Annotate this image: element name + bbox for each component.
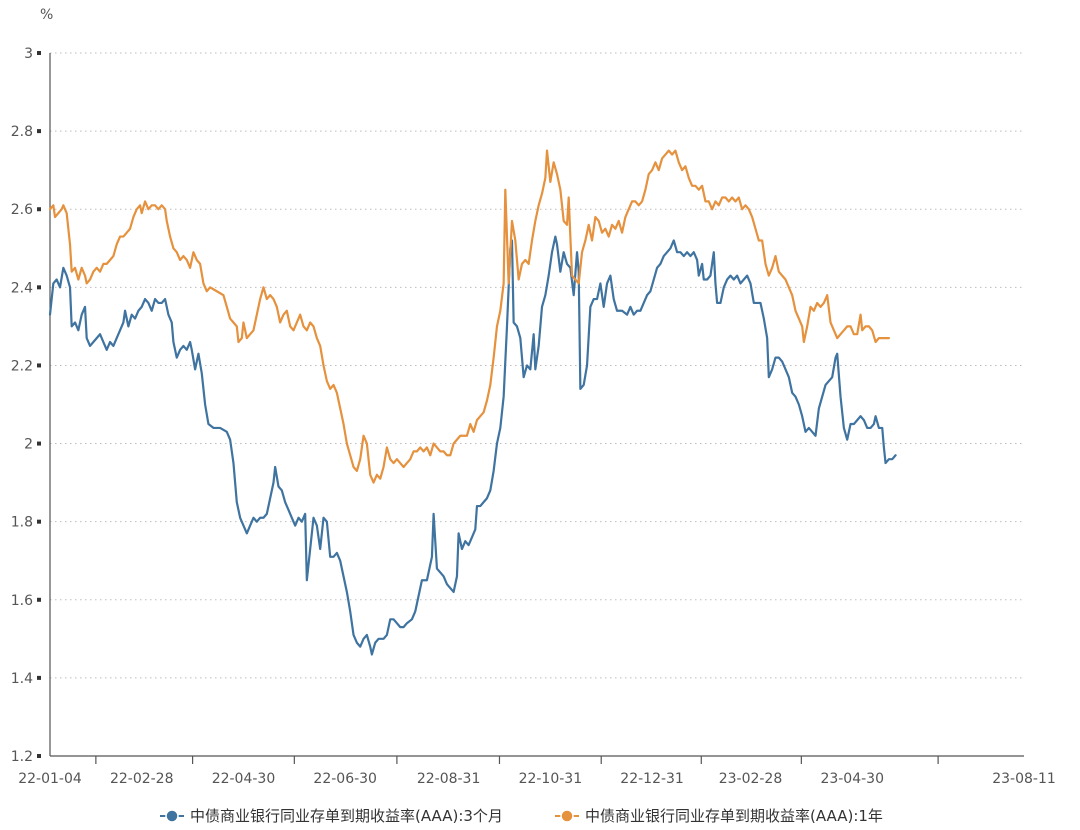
x-tick-label: 22-06-30 xyxy=(313,771,377,787)
y-tick-mark xyxy=(37,754,41,758)
x-tick-label: 22-08-31 xyxy=(417,771,481,787)
legend-marker xyxy=(560,809,574,823)
y-tick-label: 2.2 xyxy=(11,358,33,374)
y-tick-label: 1.2 xyxy=(11,749,33,765)
legend[interactable]: 中债商业银行同业存单到期收益率(AAA):3个月 中债商业银行同业存单到期收益率(… xyxy=(160,807,883,825)
y-tick-label: 2.8 xyxy=(11,124,33,140)
x-tick-label: 22-04-30 xyxy=(212,771,276,787)
y-tick-mark xyxy=(37,129,41,134)
y-tick-label: 1.4 xyxy=(11,671,33,687)
y-tick-mark xyxy=(37,597,41,602)
x-tick-label: 22-01-04 xyxy=(18,771,82,787)
x-tick-label: 22-10-31 xyxy=(519,771,583,787)
x-tick-label: 22-02-28 xyxy=(110,771,174,787)
y-axis-unit-label: % xyxy=(40,7,53,23)
series-line-1y[interactable] xyxy=(48,149,891,484)
legend-label: 中债商业银行同业存单到期收益率(AAA):1年 xyxy=(585,807,883,825)
legend-label: 中债商业银行同业存单到期收益率(AAA):3个月 xyxy=(190,807,503,825)
x-tick-label: 23-04-30 xyxy=(820,771,884,787)
y-tick-label: 2 xyxy=(24,437,33,453)
y-tick-label: 2.6 xyxy=(11,202,33,218)
y-tick-mark xyxy=(37,441,41,446)
legend-item-3m[interactable]: 中债商业银行同业存单到期收益率(AAA):3个月 xyxy=(160,807,503,825)
legend-marker xyxy=(165,809,179,823)
y-tick-label: 1.6 xyxy=(11,593,33,609)
x-tick-label: 23-02-28 xyxy=(719,771,783,787)
y-tick-mark xyxy=(37,207,41,212)
legend-item-1y[interactable]: 中债商业银行同业存单到期收益率(AAA):1年 xyxy=(555,807,883,825)
y-tick-label: 1.8 xyxy=(11,515,33,531)
y-tick-mark xyxy=(37,285,41,290)
series-line-3m[interactable] xyxy=(48,235,897,656)
y-tick-label: 2.4 xyxy=(11,280,33,296)
y-tick-mark xyxy=(37,363,41,368)
series-lines xyxy=(48,149,897,656)
y-tick-label: 3 xyxy=(24,46,33,62)
y-tick-mark xyxy=(37,51,41,55)
y-tick-mark xyxy=(37,675,41,680)
y-tick-mark xyxy=(37,519,41,524)
x-axis: 22-01-04 22-02-28 22-04-30 22-06-30 22-08-31… xyxy=(18,755,1056,787)
x-tick-label: 23-08-11 xyxy=(992,771,1056,787)
y-axis: 1.2 1.4 1.6 1.8 2 2.2 2.4 2.6 2.8 3 xyxy=(11,46,51,765)
x-tick-label: 22-12-31 xyxy=(620,771,684,787)
